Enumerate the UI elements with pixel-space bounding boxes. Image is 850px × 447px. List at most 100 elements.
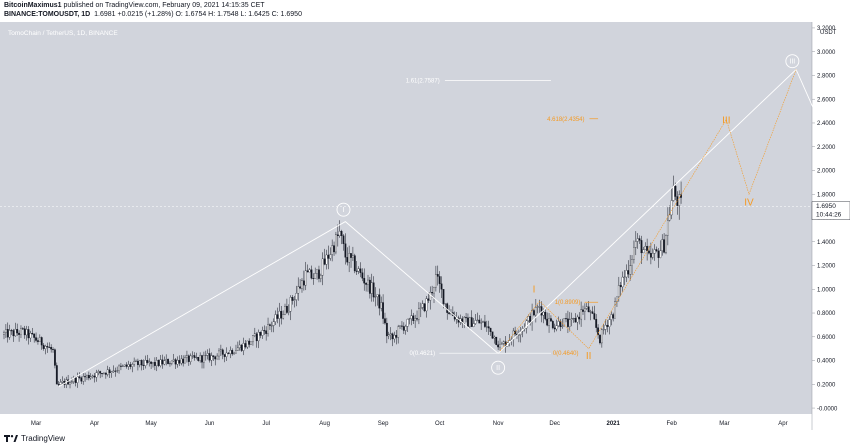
candle-body [267,324,269,334]
candle-body [95,372,98,378]
candle-body [478,319,481,324]
candle-body [625,270,628,278]
y-tick-label: 0.4000 [817,359,836,365]
candle-body [638,238,641,241]
ohlc-values: O: 1.6754 H: 1.7548 L: 1.6425 C: 1.6950 [175,11,302,18]
candle-body [550,318,552,322]
published-text: published on TradingView.com, February 0… [63,2,265,9]
candle-body [619,285,622,288]
candle-body [599,334,601,344]
candle-body [440,283,443,290]
candle-body [203,355,205,363]
ohlc-header: BINANCE:TOMOUSDT, 1D 1.6981 +0.0215 (+1.… [4,11,302,18]
candle-body [399,325,401,328]
candle-body [346,257,349,263]
candle-body [76,376,79,383]
candle-body [401,325,403,327]
candle-body [297,286,300,294]
candle-body [235,350,237,354]
candle-body [214,356,217,360]
wave-label: I [533,284,536,295]
candle-body [80,377,83,382]
y-tick-label: 2.8000 [817,74,836,80]
candle-body [538,306,541,308]
candle-body [623,276,626,278]
candle-body [665,235,667,253]
candle-body [563,318,566,327]
candle-body [397,326,400,338]
candle-body [112,370,115,372]
candle-body [327,254,330,259]
candle-body [536,306,539,308]
candle-body [653,249,656,254]
candle-body [474,320,477,324]
candle-body [378,294,381,309]
tradingview-brand[interactable]: TradingView [21,433,66,443]
candle-body [316,269,318,274]
candle-body [614,301,616,319]
candle-body [578,316,581,320]
x-tick-label: Jul [262,421,270,427]
candle-body [446,303,449,313]
axis-background [812,22,850,430]
candle-body [14,329,17,337]
candle-body [412,315,415,321]
candle-body [593,313,596,320]
candle-body [116,370,119,372]
candle-body [352,255,354,258]
candle-body [285,306,288,313]
y-tick-label: 2.6000 [817,97,836,103]
candle-body [186,355,188,358]
candle-body [427,298,430,301]
candle-body [472,323,475,327]
chart-area[interactable]: TomoChain / TetherUS, 1D, BINANCE USDT 3… [0,22,850,430]
candle-body [666,220,669,236]
candle-body [502,341,505,344]
candle-body [216,355,219,360]
candle-body [540,306,543,316]
candle-body [367,279,369,285]
candle-body [591,311,594,314]
candle-body [595,318,598,328]
candle-body [44,346,47,349]
candle-body [12,330,15,337]
candle-body [27,329,30,339]
fib-annotations: 1.61(2.7587) 4.618(2.4354) 1(0.8909) 0(0.46… [406,78,599,357]
candle-body [29,332,32,339]
candle-body [470,317,473,327]
x-tick-label: May [145,421,156,427]
candle-body [582,309,584,312]
candle-body [493,336,496,339]
candle-body [589,311,592,313]
candle-body [31,332,34,335]
price-chart[interactable]: TomoChain / TetherUS, 1D, BINANCE USDT 3… [0,22,850,430]
x-tick-label: Mar [719,421,729,427]
candle-body [372,282,375,298]
candle-body [242,343,245,351]
candle-body [531,310,533,324]
candle-body [146,360,149,363]
candle-body [408,318,411,320]
candle-body [629,265,632,275]
x-tick-label: Apr [778,421,787,427]
candle-body [574,318,577,323]
candle-body [676,196,679,206]
candle-body [270,325,273,327]
candle-body [127,364,130,367]
candle-body [84,376,86,378]
candle-body [580,309,583,320]
candle-body [16,329,19,334]
candle-body [161,359,164,365]
candle-body [380,302,383,309]
candle-body [602,329,605,331]
y-tick-label: 2.0000 [817,169,836,175]
candle-body [551,321,554,329]
candle-body [252,335,254,343]
candle-body [129,364,132,367]
candle-body [387,334,390,337]
time-axis-background [0,414,812,430]
y-tick-label: 0.6000 [817,335,836,341]
wave-label: II [586,351,592,362]
candle-body [218,350,220,357]
tradingview-logo-icon [4,434,18,442]
